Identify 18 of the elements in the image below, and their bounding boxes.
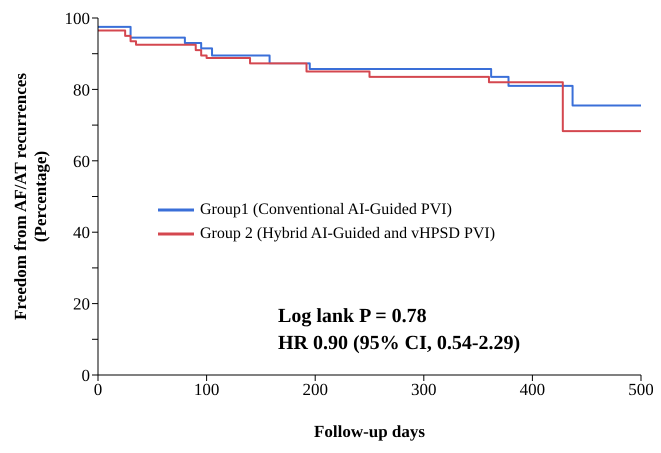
annotation: HR 0.90 (95% CI, 0.54-2.29) (278, 331, 520, 356)
y-tick-label: 100 (64, 9, 90, 28)
legend-label: Group 2 (Hybrid AI-Guided and vHPSD PVI) (200, 225, 496, 243)
x-tick-label: 300 (411, 380, 437, 400)
x-tick-label: 100 (194, 380, 220, 400)
legend-label: Group1 (Conventional AI-Guided PVI) (200, 201, 452, 219)
y-tick-label: 40 (73, 223, 90, 242)
annotation: Log lank P = 0.78 (278, 304, 428, 329)
x-axis-title: Follow-up days (314, 422, 426, 441)
x-tick-label: 200 (302, 380, 328, 400)
y-tick-label: 60 (73, 152, 90, 171)
y-tick-label: 20 (73, 294, 90, 314)
y-axis-title: Freedom from AF/AT recurrences (Percentage) (11, 72, 50, 320)
x-tick-label: 0 (94, 380, 102, 400)
y-tick-label: 80 (73, 80, 90, 100)
x-tick-label: 400 (520, 380, 546, 400)
x-tick-label: 500 (628, 380, 654, 400)
y-tick-label: 0 (82, 366, 90, 386)
